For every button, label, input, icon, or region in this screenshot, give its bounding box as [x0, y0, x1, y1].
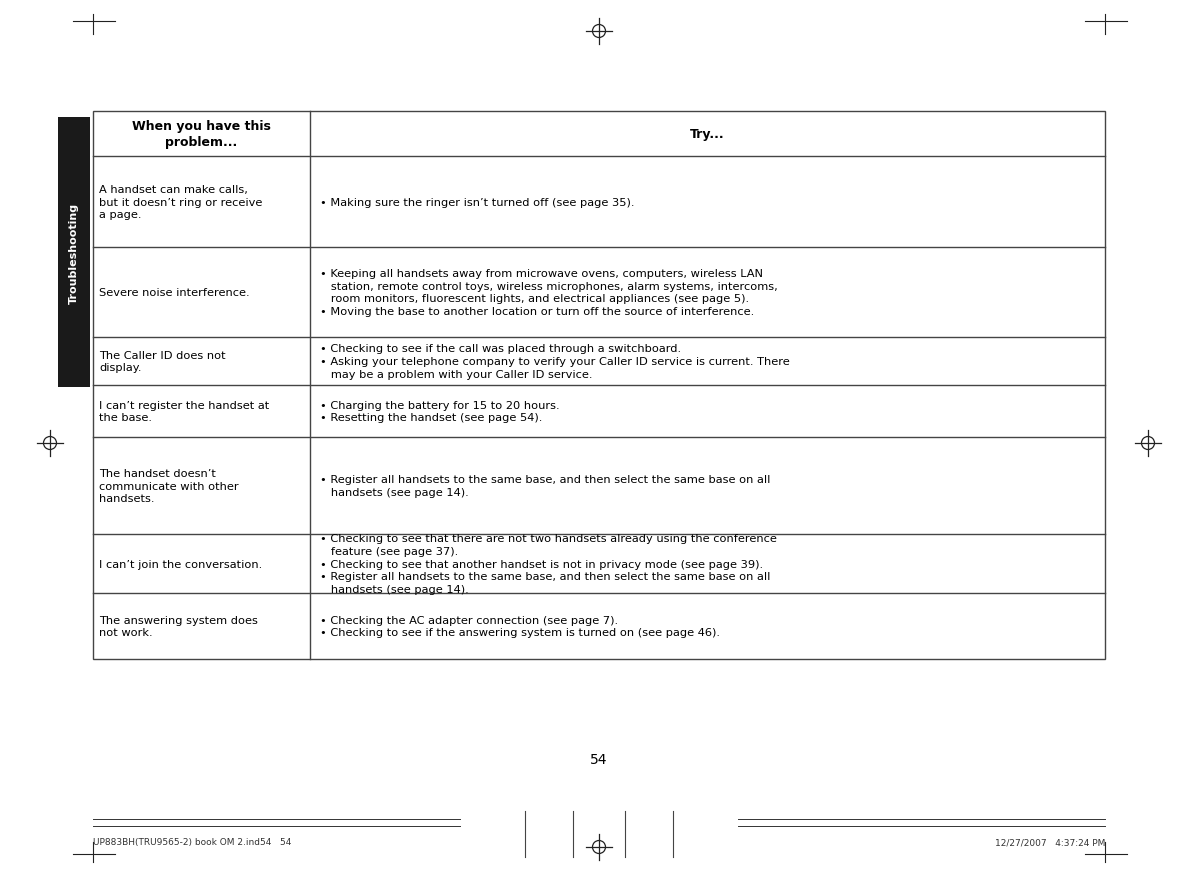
- Text: The answering system does
not work.: The answering system does not work.: [99, 615, 258, 638]
- Text: • Making sure the ringer isn’t turned off (see page 35).: • Making sure the ringer isn’t turned of…: [320, 197, 635, 207]
- Text: 54: 54: [591, 752, 607, 766]
- Text: • Keeping all handsets away from microwave ovens, computers, wireless LAN
   sta: • Keeping all handsets away from microwa…: [320, 268, 778, 317]
- Text: • Charging the battery for 15 to 20 hours.
• Resetting the handset (see page 54): • Charging the battery for 15 to 20 hour…: [320, 400, 559, 423]
- Text: A handset can make calls,
but it doesn’t ring or receive
a page.: A handset can make calls, but it doesn’t…: [99, 184, 262, 220]
- Text: • Checking the AC adapter connection (see page 7).
• Checking to see if the answ: • Checking the AC adapter connection (se…: [320, 615, 720, 638]
- Bar: [93, 112, 1105, 660]
- Text: UP883BH(TRU9565-2) book OM 2.ind54   54: UP883BH(TRU9565-2) book OM 2.ind54 54: [93, 838, 291, 846]
- Text: • Register all handsets to the same base, and then select the same base on all
 : • Register all handsets to the same base…: [320, 474, 770, 497]
- Text: 12/27/2007   4:37:24 PM: 12/27/2007 4:37:24 PM: [994, 838, 1105, 846]
- Text: • Checking to see that there are not two handsets already using the conference
 : • Checking to see that there are not two…: [320, 533, 776, 595]
- Text: I can’t join the conversation.: I can’t join the conversation.: [99, 559, 262, 569]
- Text: • Checking to see if the call was placed through a switchboard.
• Asking your te: • Checking to see if the call was placed…: [320, 344, 789, 380]
- Text: I can’t register the handset at
the base.: I can’t register the handset at the base…: [99, 400, 270, 423]
- Text: Try...: Try...: [690, 128, 725, 141]
- Text: The Caller ID does not
display.: The Caller ID does not display.: [99, 350, 225, 373]
- Text: Troubleshooting: Troubleshooting: [69, 203, 79, 303]
- Text: The handset doesn’t
communicate with other
handsets.: The handset doesn’t communicate with oth…: [99, 468, 238, 503]
- Bar: [58, 118, 90, 388]
- Text: When you have this
problem...: When you have this problem...: [132, 120, 271, 149]
- Text: Severe noise interference.: Severe noise interference.: [99, 288, 249, 297]
